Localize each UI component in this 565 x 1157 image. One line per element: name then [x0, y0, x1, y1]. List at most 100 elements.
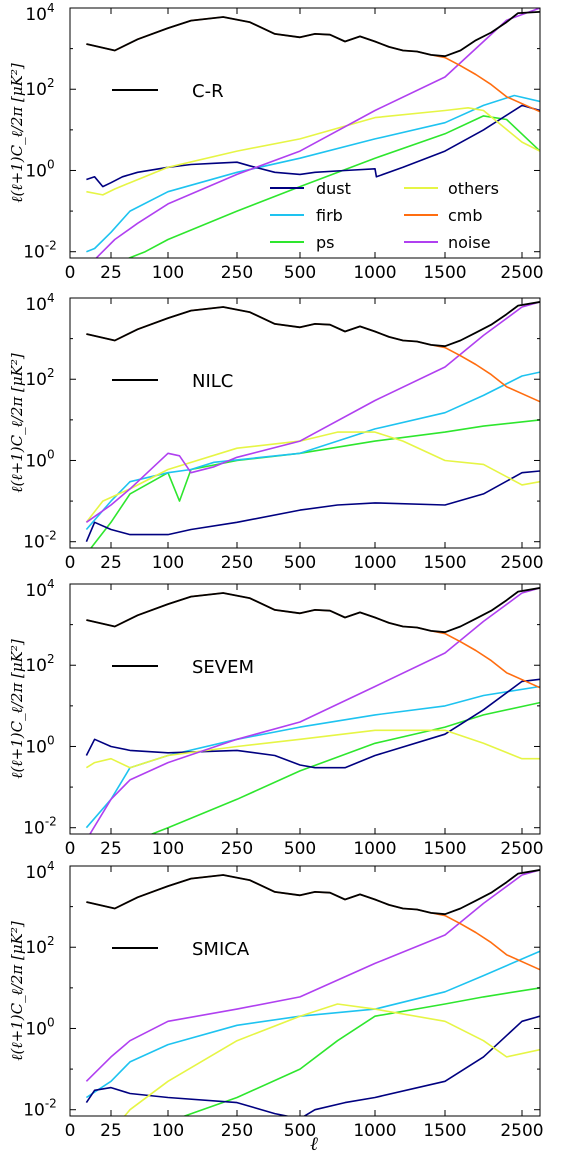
x-tick-label: 250 [221, 263, 253, 283]
series-line-noise [85, 301, 540, 523]
series-line-ps [89, 419, 540, 548]
x-tick-label: 25 [100, 839, 122, 859]
x-tick-label: 500 [284, 553, 316, 573]
y-axis-label: ℓ(ℓ+1)C_ℓ/2π [μK²] [8, 639, 26, 779]
series-group [85, 301, 540, 548]
y-axis-label: ℓ(ℓ+1)C_ℓ/2π [μK²] [8, 921, 26, 1061]
series-line-dust [85, 1015, 540, 1116]
y-axis-label: ℓ(ℓ+1)C_ℓ/2π [μK²] [8, 63, 26, 203]
x-tick-label: 2500 [500, 839, 543, 859]
x-tick-label: 1500 [423, 839, 466, 859]
x-tick-label: 1500 [423, 1121, 466, 1141]
y-tick-label: 100 [25, 447, 54, 471]
y-tick-label: 104 [25, 291, 54, 315]
x-tick-label: 100 [152, 553, 184, 573]
series-line-ps [127, 115, 540, 258]
y-tick-label: 104 [25, 859, 54, 883]
x-tick-label: 1000 [353, 553, 396, 573]
x-tick-label: 1000 [353, 1121, 396, 1141]
series-line-ps [149, 701, 540, 834]
x-tick-label: 100 [152, 839, 184, 859]
series-line-others [123, 1003, 540, 1116]
series-line-cmb [86, 874, 540, 971]
legend-label-ps: ps [316, 233, 335, 252]
x-tick-label: 25 [100, 553, 122, 573]
panel-smica: 10-2 100 102 104 0 25 100 250 500 1000 1500 2500 ℓ(ℓ… [8, 859, 544, 1141]
x-tick-label: 2500 [500, 263, 543, 283]
x-tick-label: 500 [284, 839, 316, 859]
legend-label-dust: dust [316, 179, 351, 198]
y-tick-label: 100 [25, 1015, 54, 1039]
x-tick-label: 1000 [353, 839, 396, 859]
x-tick-label: 2500 [500, 1121, 543, 1141]
panel-nilc: 10-2 100 102 104 0 25 100 250 500 1000 1500 2500 ℓ(ℓ… [8, 291, 544, 573]
x-tick-label: 0 [65, 553, 76, 573]
y-tick-label: 104 [25, 1, 54, 25]
legend: dust others firb cmb ps noise [270, 179, 499, 252]
x-tick-label: 500 [284, 1121, 316, 1141]
series-line-cmb [86, 592, 540, 689]
y-tick-label: 10-2 [23, 815, 57, 839]
x-tick-label: 250 [221, 1121, 253, 1141]
method-label: SEVEM [192, 657, 254, 678]
series-group [85, 869, 540, 1116]
x-tick-label: 2500 [500, 553, 543, 573]
plot-frame [69, 583, 541, 835]
method-label: C-R [192, 81, 224, 102]
series-line-dust [86, 104, 540, 188]
method-label: NILC [192, 371, 233, 392]
series-line-firb [85, 950, 540, 1099]
series-line-others [86, 107, 540, 196]
y-tick-label: 10-2 [23, 1097, 57, 1121]
series-line-dust [85, 678, 540, 769]
x-tick-label: 0 [65, 263, 76, 283]
series-line-cmb [86, 306, 540, 403]
y-tick-label: 102 [25, 76, 54, 100]
series-group [86, 8, 540, 258]
legend-label-cmb: cmb [448, 206, 483, 225]
y-tick-label: 104 [25, 577, 54, 601]
plot-frame [69, 865, 541, 1117]
series-line-total [86, 301, 540, 348]
plot-frame [69, 297, 541, 549]
y-axis-label: ℓ(ℓ+1)C_ℓ/2π [μK²] [8, 353, 26, 493]
y-tick-label: 102 [25, 934, 54, 958]
x-tick-label: 25 [100, 1121, 122, 1141]
y-tick-label: 10-2 [23, 529, 57, 553]
x-tick-label: 1000 [353, 263, 396, 283]
method-label: SMICA [192, 939, 250, 960]
series-line-others [85, 729, 540, 769]
series-line-noise [85, 869, 540, 1082]
series-line-total [86, 11, 540, 58]
panel-c-r: 10-2 100 102 104 0 25 100 250 500 1000 1500 2500 ℓ(ℓ… [8, 1, 544, 283]
y-tick-label: 100 [25, 733, 54, 757]
series-line-firb [85, 371, 540, 531]
legend-label-noise: noise [448, 233, 491, 252]
y-tick-label: 100 [25, 157, 54, 181]
x-tick-label: 250 [221, 553, 253, 573]
series-line-total [86, 587, 540, 634]
x-tick-label: 0 [65, 1121, 76, 1141]
y-tick-label: 10-2 [23, 239, 57, 263]
series-line-total [86, 869, 540, 916]
series-line-firb [85, 685, 540, 829]
panel-sevem: 10-2 100 102 104 0 25 100 250 500 1000 1500 2500 ℓ(ℓ… [8, 577, 544, 859]
x-axis-label: ℓ [310, 1133, 318, 1155]
series-line-firb [86, 94, 540, 253]
series-line-noise [95, 8, 540, 258]
x-tick-label: 250 [221, 839, 253, 859]
y-tick-label: 102 [25, 652, 54, 676]
x-tick-label: 100 [152, 263, 184, 283]
plot-frame [69, 7, 541, 259]
legend-label-firb: firb [316, 206, 343, 225]
x-tick-label: 500 [284, 263, 316, 283]
x-tick-label: 100 [152, 1121, 184, 1141]
x-tick-label: 0 [65, 839, 76, 859]
x-tick-label: 1500 [423, 263, 466, 283]
series-line-cmb [86, 16, 540, 113]
series-line-noise [89, 587, 540, 834]
x-tick-label: 1500 [423, 553, 466, 573]
series-line-ps [182, 987, 540, 1116]
legend-label-others: others [448, 179, 499, 198]
